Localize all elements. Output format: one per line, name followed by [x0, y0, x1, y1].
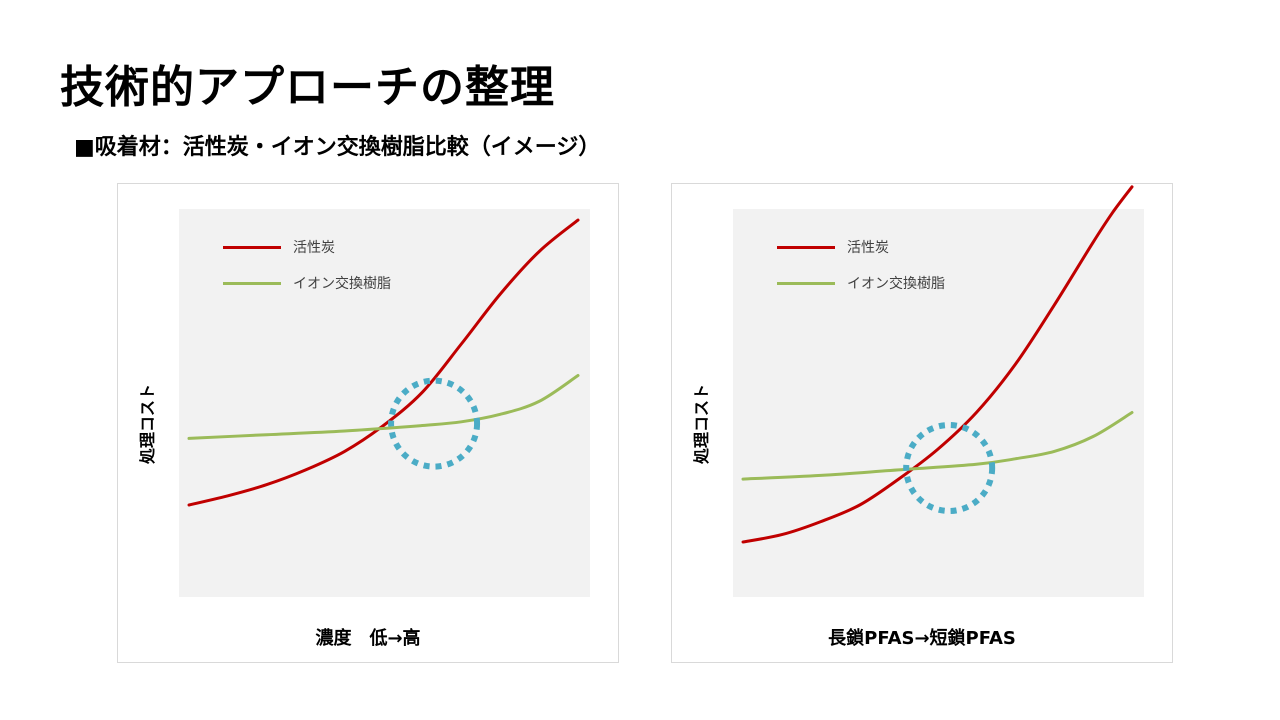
legend-item: イオン交換樹脂 [223, 265, 391, 301]
series-line-ion-exchange-resin [741, 411, 1134, 481]
legend-label: イオン交換樹脂 [847, 276, 945, 292]
series-line-activated-carbon [187, 218, 580, 507]
legend: 活性炭 イオン交換樹脂 [777, 229, 945, 301]
legend-item: 活性炭 [223, 229, 391, 265]
legend-swatch [777, 281, 835, 285]
legend: 活性炭 イオン交換樹脂 [223, 229, 391, 301]
legend-item: イオン交換樹脂 [777, 265, 945, 301]
legend-item: 活性炭 [777, 229, 945, 265]
chart-panel-concentration: 活性炭 イオン交換樹脂 処理コスト 濃度 低→高 [117, 183, 619, 663]
legend-swatch [223, 245, 281, 249]
x-axis-label: 濃度 低→高 [315, 628, 421, 649]
section-subtitle: ■吸着材：活性炭・イオン交換樹脂比較（イメージ） [74, 135, 601, 160]
series-line-activated-carbon [741, 185, 1134, 544]
plot-area: 活性炭 イオン交換樹脂 [733, 185, 1144, 597]
legend-swatch [223, 281, 281, 285]
crossover-highlight-circle [388, 377, 481, 470]
chart-panel-chain-length: 活性炭 イオン交換樹脂 処理コスト 長鎖PFAS→短鎖PFAS [671, 183, 1173, 663]
y-axis-label-text: 処理コスト [138, 383, 157, 465]
legend-label: 活性炭 [847, 240, 889, 256]
page-title: 技術的アプローチの整理 [60, 62, 555, 113]
y-axis-label-text: 処理コスト [692, 383, 711, 465]
legend-swatch [777, 245, 835, 249]
crossover-highlight-circle [903, 422, 996, 514]
plot-area: 活性炭 イオン交換樹脂 [179, 209, 590, 597]
series-line-ion-exchange-resin [187, 374, 580, 440]
chart-svg [187, 218, 580, 507]
chart-svg [741, 185, 1134, 544]
x-axis-label: 長鎖PFAS→短鎖PFAS [828, 628, 1016, 649]
legend-label: イオン交換樹脂 [293, 276, 391, 292]
legend-label: 活性炭 [293, 240, 335, 256]
